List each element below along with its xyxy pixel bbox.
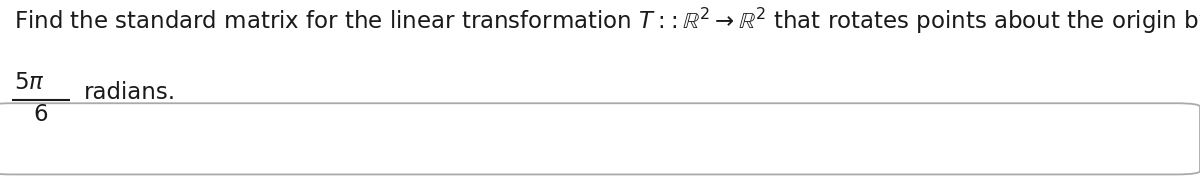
- FancyBboxPatch shape: [0, 103, 1200, 174]
- Text: Find the standard matrix for the linear transformation $T:\!:\mathbb{R}^2 \right: Find the standard matrix for the linear …: [14, 5, 1200, 36]
- Text: radians.: radians.: [84, 81, 176, 104]
- Text: $6$: $6$: [34, 103, 48, 126]
- Text: $5\pi$: $5\pi$: [14, 71, 46, 94]
